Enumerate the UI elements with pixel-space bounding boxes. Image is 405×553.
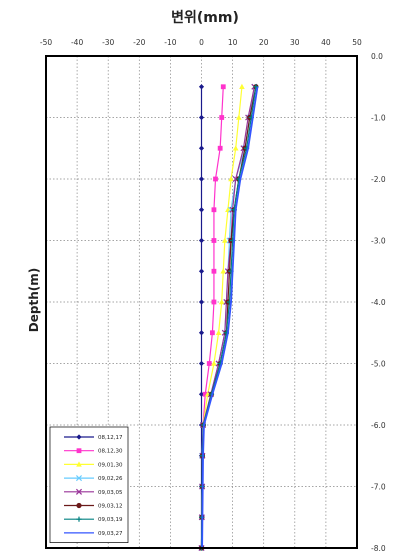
data-point (198, 176, 205, 182)
data-point (222, 237, 228, 243)
x-tick-label: 50 (352, 38, 362, 47)
x-tick-label: 20 (259, 38, 269, 47)
legend-swatch-marker (76, 502, 82, 509)
series-lines (198, 83, 259, 552)
y-tick-label: 0.0 (371, 52, 383, 61)
legend-label: 09,02,26 (98, 476, 123, 482)
legend: 08,12,17 08,12,30 09,01,30 09,02,26 09,03,05… (49, 426, 129, 543)
y-axis-title: Depth(m) (27, 268, 41, 332)
data-point (232, 145, 239, 151)
y-tick-label: -2.0 (371, 175, 386, 184)
series-09,01,30 (198, 83, 245, 551)
data-point (253, 84, 259, 90)
data-point (211, 299, 217, 305)
x-tick-label: 30 (290, 38, 300, 47)
data-point (211, 207, 217, 213)
legend-label: 09,03,12 (98, 504, 123, 510)
legend-label: 09,03,19 (98, 517, 123, 523)
data-point (236, 114, 242, 120)
x-tick-label: 0 (199, 38, 204, 47)
x-tick-label: -50 (40, 38, 52, 47)
legend-swatch-marker (76, 434, 82, 440)
data-point (218, 299, 225, 305)
legend-box (49, 426, 129, 543)
x-tick-label: -30 (102, 38, 114, 47)
series-line (201, 86, 259, 549)
legend-label: 09,03,27 (98, 531, 123, 537)
x-tick-label: -10 (164, 38, 176, 47)
data-point (220, 268, 227, 274)
y-tick-label: -4.0 (371, 298, 386, 307)
data-point (219, 115, 225, 120)
x-tick-label: -40 (71, 38, 83, 47)
series-09,03,27 (201, 86, 259, 549)
x-tick-label: -20 (133, 38, 145, 47)
legend-label: 09,01,30 (98, 462, 123, 468)
data-point (198, 299, 205, 305)
data-point (198, 268, 205, 274)
y-tick-labels: 0.0 -1.0 -2.0 -3.0 -4.0 -5.0 -6.0 -7.0 -8.0 (371, 52, 386, 553)
data-point (217, 145, 223, 151)
data-point (198, 391, 205, 397)
data-point (198, 237, 205, 244)
legend-label: 08,12,17 (98, 435, 123, 441)
data-point (198, 360, 205, 367)
legend-swatch-marker (76, 516, 82, 522)
data-point (198, 145, 205, 151)
data-point (239, 83, 245, 89)
legend-swatch-marker (76, 461, 82, 467)
data-point (198, 207, 205, 213)
data-point (211, 238, 217, 243)
series-line (200, 86, 243, 549)
data-point (198, 84, 205, 90)
data-point (213, 176, 218, 182)
y-tick-label: -7.0 (371, 483, 386, 492)
data-point (209, 330, 215, 336)
data-point (211, 360, 217, 366)
legend-label: 08,12,30 (98, 449, 123, 455)
y-tick-label: -6.0 (371, 421, 386, 430)
data-point (198, 114, 205, 121)
x-axis-title: 변위(mm) (171, 10, 239, 26)
legend-swatch-marker (75, 475, 83, 482)
x-tick-labels: -50 -40 -30 -20 -10 0 10 20 30 40 50 (40, 38, 362, 47)
legend-swatch-marker (75, 488, 83, 495)
data-point (202, 391, 208, 397)
x-tick-label: 10 (228, 38, 238, 47)
data-point (220, 84, 226, 90)
y-tick-label: -5.0 (371, 360, 386, 369)
legend-label: 09,03,05 (98, 490, 123, 496)
y-tick-label: -3.0 (371, 237, 386, 246)
data-point (198, 330, 205, 336)
y-tick-label: -1.0 (371, 114, 386, 123)
data-point (211, 268, 217, 274)
data-point (228, 176, 234, 182)
data-point (215, 329, 222, 335)
data-point (206, 361, 212, 366)
plot-frame (45, 55, 358, 549)
legend-swatch-marker (76, 448, 82, 454)
x-tick-label: 40 (321, 38, 331, 47)
y-tick-label: -8.0 (371, 544, 386, 553)
